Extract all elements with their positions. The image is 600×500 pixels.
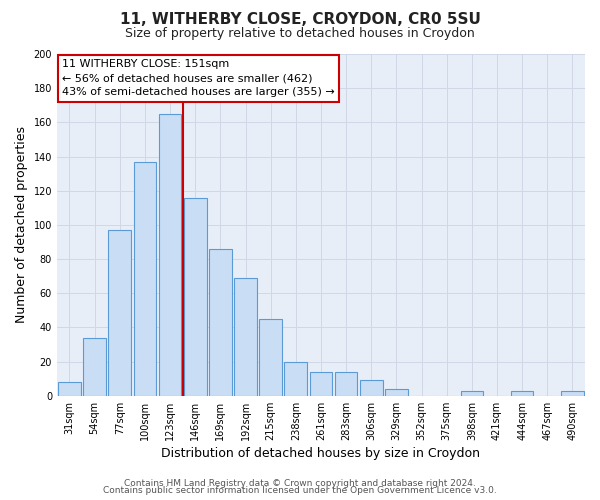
Bar xyxy=(234,278,257,396)
Bar xyxy=(259,319,282,396)
Text: Contains HM Land Registry data © Crown copyright and database right 2024.: Contains HM Land Registry data © Crown c… xyxy=(124,478,476,488)
Bar xyxy=(83,338,106,396)
Bar xyxy=(561,390,584,396)
Text: Contains public sector information licensed under the Open Government Licence v3: Contains public sector information licen… xyxy=(103,486,497,495)
X-axis label: Distribution of detached houses by size in Croydon: Distribution of detached houses by size … xyxy=(161,447,481,460)
Bar xyxy=(184,198,206,396)
Bar xyxy=(461,390,483,396)
Bar xyxy=(511,390,533,396)
Bar xyxy=(284,362,307,396)
Text: 11, WITHERBY CLOSE, CROYDON, CR0 5SU: 11, WITHERBY CLOSE, CROYDON, CR0 5SU xyxy=(119,12,481,28)
Text: Size of property relative to detached houses in Croydon: Size of property relative to detached ho… xyxy=(125,28,475,40)
Bar xyxy=(209,249,232,396)
Bar xyxy=(385,389,408,396)
Bar xyxy=(109,230,131,396)
Bar xyxy=(335,372,358,396)
Bar xyxy=(310,372,332,396)
Bar xyxy=(159,114,181,396)
Bar xyxy=(134,162,156,396)
Text: 11 WITHERBY CLOSE: 151sqm
← 56% of detached houses are smaller (462)
43% of semi: 11 WITHERBY CLOSE: 151sqm ← 56% of detac… xyxy=(62,59,335,97)
Bar xyxy=(58,382,81,396)
Y-axis label: Number of detached properties: Number of detached properties xyxy=(15,126,28,324)
Bar xyxy=(360,380,383,396)
